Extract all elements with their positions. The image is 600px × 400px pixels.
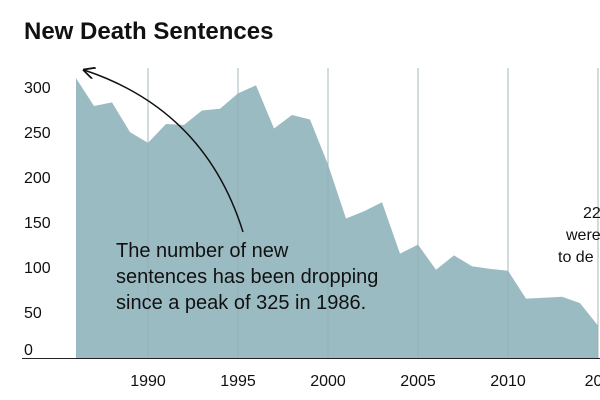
x-tick-label: 1990 (130, 373, 166, 390)
annotation-text-line: The number of new (116, 240, 289, 262)
y-tick-label: 300 (24, 80, 51, 97)
annotation-text-line: since a peak of 325 in 1986. (116, 292, 366, 314)
y-tick-label: 200 (24, 170, 51, 187)
x-tick-label: 201 (585, 373, 600, 390)
chart-title: New Death Sentences (24, 18, 274, 45)
annotation-text-line-right: 22 (583, 205, 600, 222)
annotation-text-line-right: to de (558, 249, 594, 266)
annotation-arrow (84, 70, 244, 233)
y-tick-label: 50 (24, 305, 42, 322)
x-tick-label: 2010 (490, 373, 526, 390)
y-tick-label: 150 (24, 215, 51, 232)
annotation-text-line: sentences has been dropping (116, 266, 378, 288)
y-tick-label: 0 (24, 342, 33, 359)
x-tick-label: 2000 (310, 373, 346, 390)
y-tick-label: 250 (24, 125, 51, 142)
annotation-text-line-right: were (565, 227, 600, 244)
y-tick-label: 100 (24, 260, 51, 277)
area-series (76, 78, 598, 358)
x-tick-label: 1995 (220, 373, 256, 390)
x-tick-label: 2005 (400, 373, 436, 390)
